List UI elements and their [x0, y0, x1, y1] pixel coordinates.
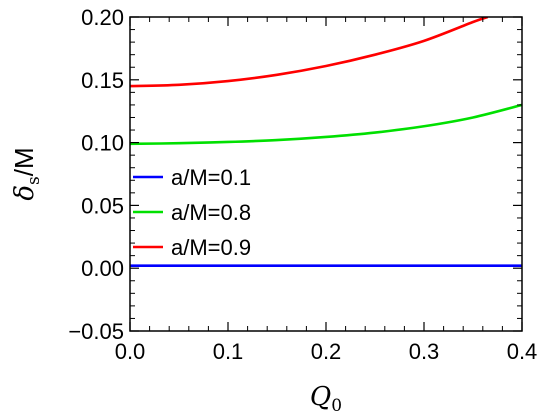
legend-label-2: a/M=0.8: [171, 200, 251, 225]
series-line-3: [130, 17, 489, 88]
y-axis-label: δs/M: [9, 147, 44, 200]
x-axis-label: Q0: [310, 382, 342, 416]
legend-label-3: a/M=0.9: [171, 235, 251, 260]
x-tick-label: 0.4: [507, 339, 538, 364]
y-tick-label: 0.05: [81, 193, 124, 218]
x-axis-label-subscript: 0: [331, 396, 342, 416]
y-tick-label: 0.15: [81, 68, 124, 93]
y-tick-label: 0.00: [81, 256, 124, 281]
series-layer: [130, 17, 522, 267]
x-tick-label: 0.0: [115, 339, 146, 364]
ticks-layer: 0.0 0.1 0.2 0.3 0.4 −0.05 0.00 0.05 0.10 0.15 0.20: [68, 5, 537, 364]
legend: a/M=0.1 a/M=0.8 a/M=0.9: [133, 165, 251, 260]
y-tick-label: 0.20: [81, 5, 124, 30]
y-tick-label: −0.05: [68, 319, 124, 344]
y-axis-label-suffix: /M: [9, 147, 39, 176]
x-tick-label: 0.1: [213, 339, 244, 364]
legend-label-1: a/M=0.1: [171, 165, 251, 190]
x-tick-label: 0.2: [311, 339, 342, 364]
series-line-2: [130, 103, 522, 146]
y-tick-label: 0.10: [81, 131, 124, 156]
x-tick-label: 0.3: [409, 339, 440, 364]
y-axis-label-subscript: s: [24, 176, 44, 185]
